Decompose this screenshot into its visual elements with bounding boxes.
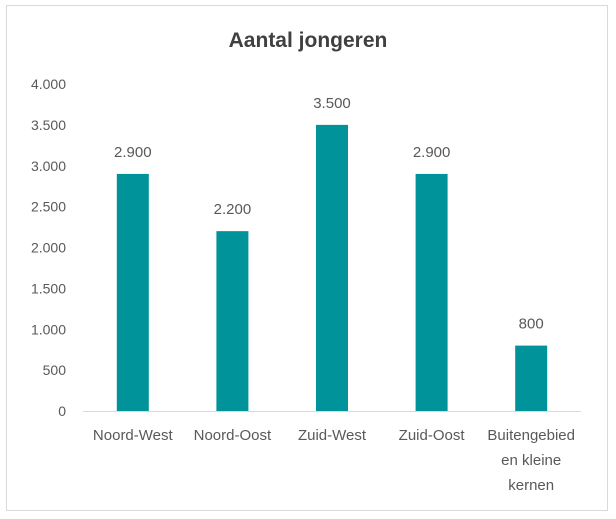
bar bbox=[116, 173, 149, 411]
y-tick-label: 1.000 bbox=[31, 321, 66, 337]
x-axis: Noord-West Noord-Oost Zuid-West Zuid-Oost Bu… bbox=[93, 427, 575, 494]
bar bbox=[316, 124, 348, 411]
y-tick-label: 3.000 bbox=[31, 158, 66, 174]
y-tick-label: 1.500 bbox=[31, 280, 66, 296]
category-label: Noord-West bbox=[93, 427, 174, 444]
category-label: Zuid-Oost bbox=[399, 427, 466, 444]
bar bbox=[216, 231, 249, 411]
y-axis: 0 500 1.000 1.500 2.000 2.500 3.000 3.500 4.000 bbox=[31, 76, 66, 419]
bar bbox=[415, 173, 448, 411]
category-label: Zuid-West bbox=[298, 427, 367, 444]
data-label: 2.900 bbox=[413, 144, 451, 161]
category-label: en kleine bbox=[501, 452, 561, 469]
category-label: Noord-Oost bbox=[194, 427, 272, 444]
category-label: kernen bbox=[508, 477, 554, 494]
y-tick-label: 0 bbox=[58, 403, 66, 419]
y-tick-label: 500 bbox=[43, 362, 67, 378]
category-label: Buitengebied bbox=[487, 427, 575, 444]
y-tick-label: 4.000 bbox=[31, 76, 66, 92]
data-label: 2.900 bbox=[114, 144, 152, 161]
y-tick-label: 3.500 bbox=[31, 117, 66, 133]
bars-group bbox=[116, 124, 548, 411]
y-tick-label: 2.000 bbox=[31, 240, 66, 256]
chart-title: Aantal jongeren bbox=[229, 29, 388, 52]
data-label: 2.200 bbox=[214, 201, 252, 218]
data-labels-group: 2.900 2.200 3.500 2.900 800 bbox=[114, 95, 544, 333]
data-label: 3.500 bbox=[313, 95, 351, 112]
chart-frame bbox=[6, 5, 608, 511]
data-label: 800 bbox=[519, 316, 544, 333]
y-tick-label: 2.500 bbox=[31, 199, 66, 215]
bar bbox=[515, 345, 548, 411]
